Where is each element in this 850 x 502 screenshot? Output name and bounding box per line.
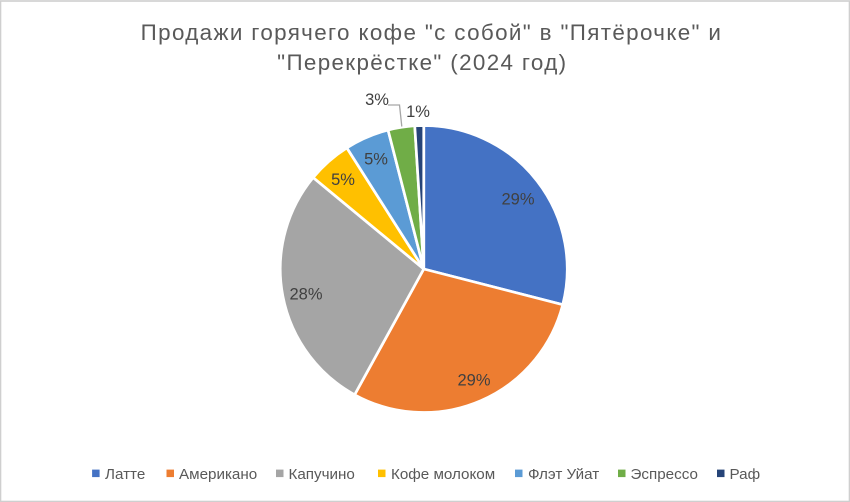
svg-text:Раф: Раф <box>730 466 761 483</box>
svg-text:Флэт Уйат: Флэт Уйат <box>528 466 599 483</box>
svg-text:28%: 28% <box>289 286 322 304</box>
svg-text:5%: 5% <box>364 151 388 169</box>
svg-text:Американо: Американо <box>179 466 257 483</box>
svg-text:5%: 5% <box>331 171 355 189</box>
svg-text:Эспрессо: Эспрессо <box>631 466 698 483</box>
svg-text:29%: 29% <box>457 372 490 390</box>
svg-text:1%: 1% <box>406 103 430 121</box>
svg-text:29%: 29% <box>501 191 534 209</box>
svg-text:"Перекрёстке" (2024 год): "Перекрёстке" (2024 год) <box>277 50 567 75</box>
svg-text:3%: 3% <box>365 91 389 109</box>
svg-text:Капучино: Капучино <box>289 466 355 483</box>
svg-text:Продажи горячего кофе "с собой: Продажи горячего кофе "с собой" в "Пятёр… <box>141 20 723 45</box>
svg-text:Кофе молоком: Кофе молоком <box>391 466 495 483</box>
svg-text:Латте: Латте <box>105 466 145 483</box>
